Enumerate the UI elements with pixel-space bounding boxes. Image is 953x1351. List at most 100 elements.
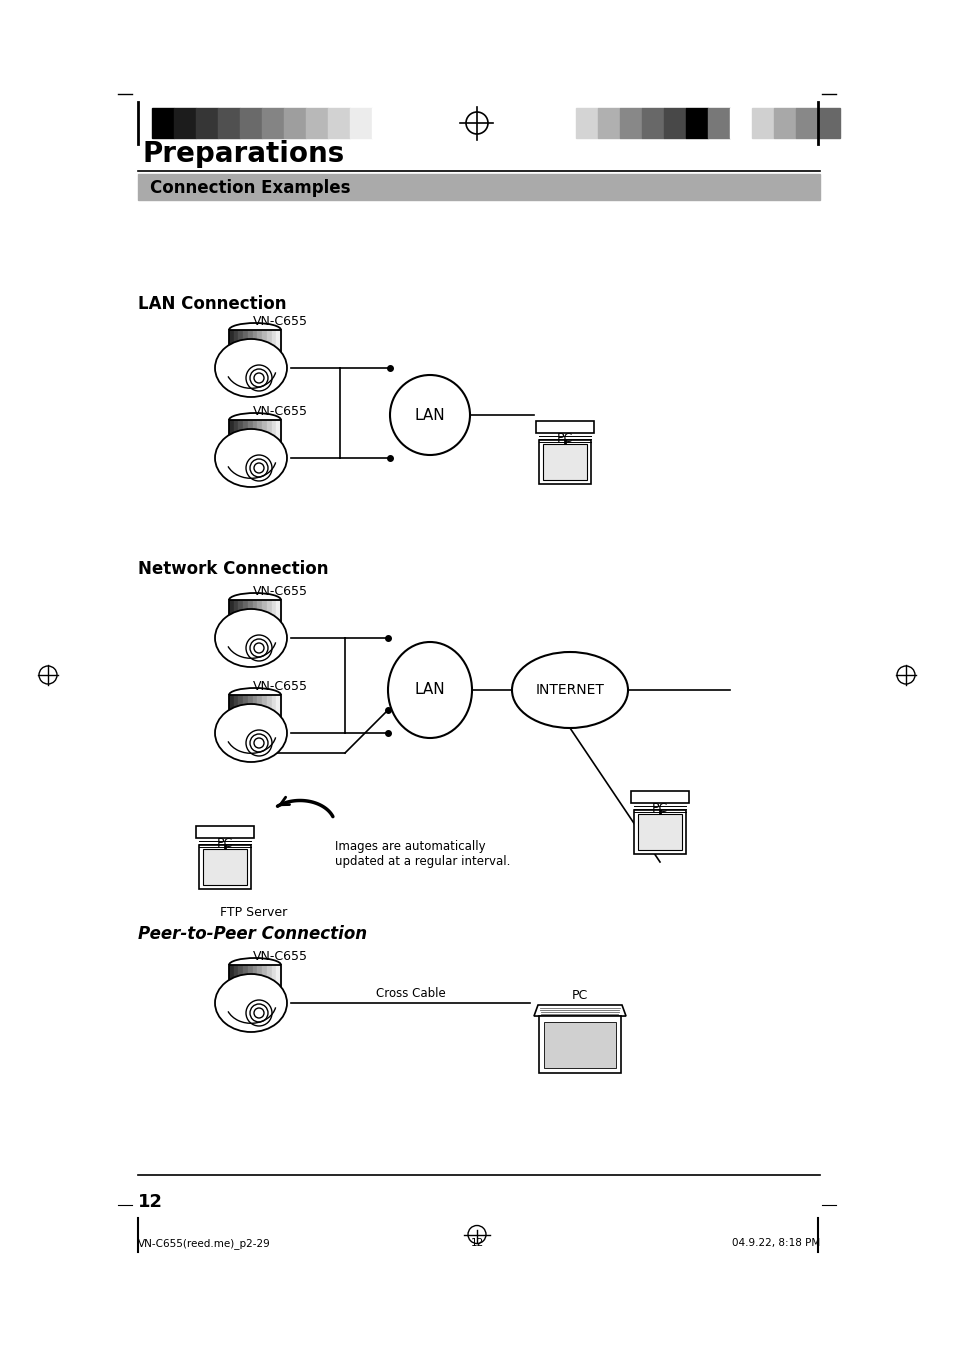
- Bar: [267, 330, 272, 358]
- Bar: [233, 420, 238, 449]
- Bar: [238, 420, 243, 449]
- Bar: [272, 330, 276, 358]
- Text: PC: PC: [651, 802, 667, 815]
- Bar: [248, 600, 253, 628]
- Bar: [638, 815, 681, 850]
- Text: Preparations: Preparations: [143, 141, 345, 168]
- Bar: [267, 600, 272, 628]
- Bar: [306, 108, 328, 138]
- Bar: [229, 600, 281, 628]
- Bar: [257, 694, 262, 723]
- Bar: [229, 694, 281, 723]
- Text: Peer-to-Peer Connection: Peer-to-Peer Connection: [138, 925, 367, 943]
- Bar: [538, 1016, 620, 1073]
- Bar: [576, 108, 598, 138]
- Bar: [248, 694, 253, 723]
- Bar: [267, 694, 272, 723]
- Text: PC: PC: [557, 432, 573, 444]
- Bar: [196, 827, 253, 838]
- Bar: [817, 108, 840, 138]
- Bar: [276, 330, 281, 358]
- Bar: [536, 422, 594, 434]
- Ellipse shape: [388, 642, 472, 738]
- Text: 12: 12: [138, 1193, 163, 1210]
- Ellipse shape: [214, 339, 287, 397]
- Text: Cross Cable: Cross Cable: [375, 988, 445, 1000]
- Text: VN-C655: VN-C655: [253, 405, 308, 417]
- Bar: [262, 600, 267, 628]
- Bar: [257, 420, 262, 449]
- Text: VN-C655(reed.me)_p2-29: VN-C655(reed.me)_p2-29: [138, 1238, 271, 1248]
- Bar: [248, 330, 253, 358]
- Bar: [195, 108, 218, 138]
- Bar: [372, 108, 394, 138]
- Ellipse shape: [214, 704, 287, 762]
- Bar: [203, 850, 247, 885]
- Bar: [238, 330, 243, 358]
- Text: Images are automatically
updated at a regular interval.: Images are automatically updated at a re…: [335, 840, 510, 867]
- Bar: [262, 108, 284, 138]
- Bar: [198, 844, 251, 889]
- Bar: [276, 600, 281, 628]
- Bar: [253, 694, 257, 723]
- Bar: [598, 108, 619, 138]
- Bar: [229, 694, 234, 723]
- Bar: [276, 420, 281, 449]
- Text: FTP Server: FTP Server: [220, 907, 287, 919]
- Bar: [538, 440, 591, 484]
- Bar: [253, 600, 257, 628]
- Bar: [253, 330, 257, 358]
- Bar: [773, 108, 795, 138]
- Text: VN-C655: VN-C655: [253, 680, 308, 693]
- Bar: [229, 330, 234, 358]
- Bar: [631, 792, 688, 804]
- Bar: [350, 108, 372, 138]
- Bar: [276, 694, 281, 723]
- Bar: [633, 811, 685, 854]
- Bar: [229, 600, 234, 628]
- Polygon shape: [534, 1005, 625, 1016]
- Bar: [229, 420, 281, 449]
- Ellipse shape: [214, 974, 287, 1032]
- Text: Connection Examples: Connection Examples: [150, 178, 350, 197]
- Bar: [248, 420, 253, 449]
- Bar: [233, 694, 238, 723]
- Bar: [262, 694, 267, 723]
- Ellipse shape: [214, 430, 287, 486]
- Bar: [707, 108, 729, 138]
- Bar: [233, 965, 238, 993]
- Bar: [267, 420, 272, 449]
- Text: 12: 12: [470, 1238, 483, 1248]
- Bar: [243, 694, 248, 723]
- Text: LAN: LAN: [415, 408, 445, 423]
- Bar: [262, 965, 267, 993]
- Bar: [272, 965, 276, 993]
- Bar: [262, 420, 267, 449]
- Bar: [543, 1021, 616, 1067]
- Bar: [795, 108, 817, 138]
- Bar: [243, 965, 248, 993]
- Bar: [240, 108, 262, 138]
- Bar: [272, 694, 276, 723]
- Text: VN-C655: VN-C655: [253, 950, 308, 963]
- Bar: [619, 108, 641, 138]
- Bar: [173, 108, 195, 138]
- Bar: [218, 108, 240, 138]
- Bar: [729, 108, 751, 138]
- Bar: [272, 420, 276, 449]
- Bar: [257, 965, 262, 993]
- Bar: [152, 108, 173, 138]
- Bar: [253, 420, 257, 449]
- Bar: [229, 965, 234, 993]
- Bar: [663, 108, 685, 138]
- Bar: [238, 694, 243, 723]
- Bar: [276, 965, 281, 993]
- Bar: [229, 965, 281, 993]
- Bar: [238, 600, 243, 628]
- Bar: [267, 965, 272, 993]
- Ellipse shape: [214, 609, 287, 667]
- Bar: [253, 965, 257, 993]
- Bar: [394, 108, 416, 138]
- Text: LAN Connection: LAN Connection: [138, 295, 286, 313]
- Bar: [229, 330, 281, 358]
